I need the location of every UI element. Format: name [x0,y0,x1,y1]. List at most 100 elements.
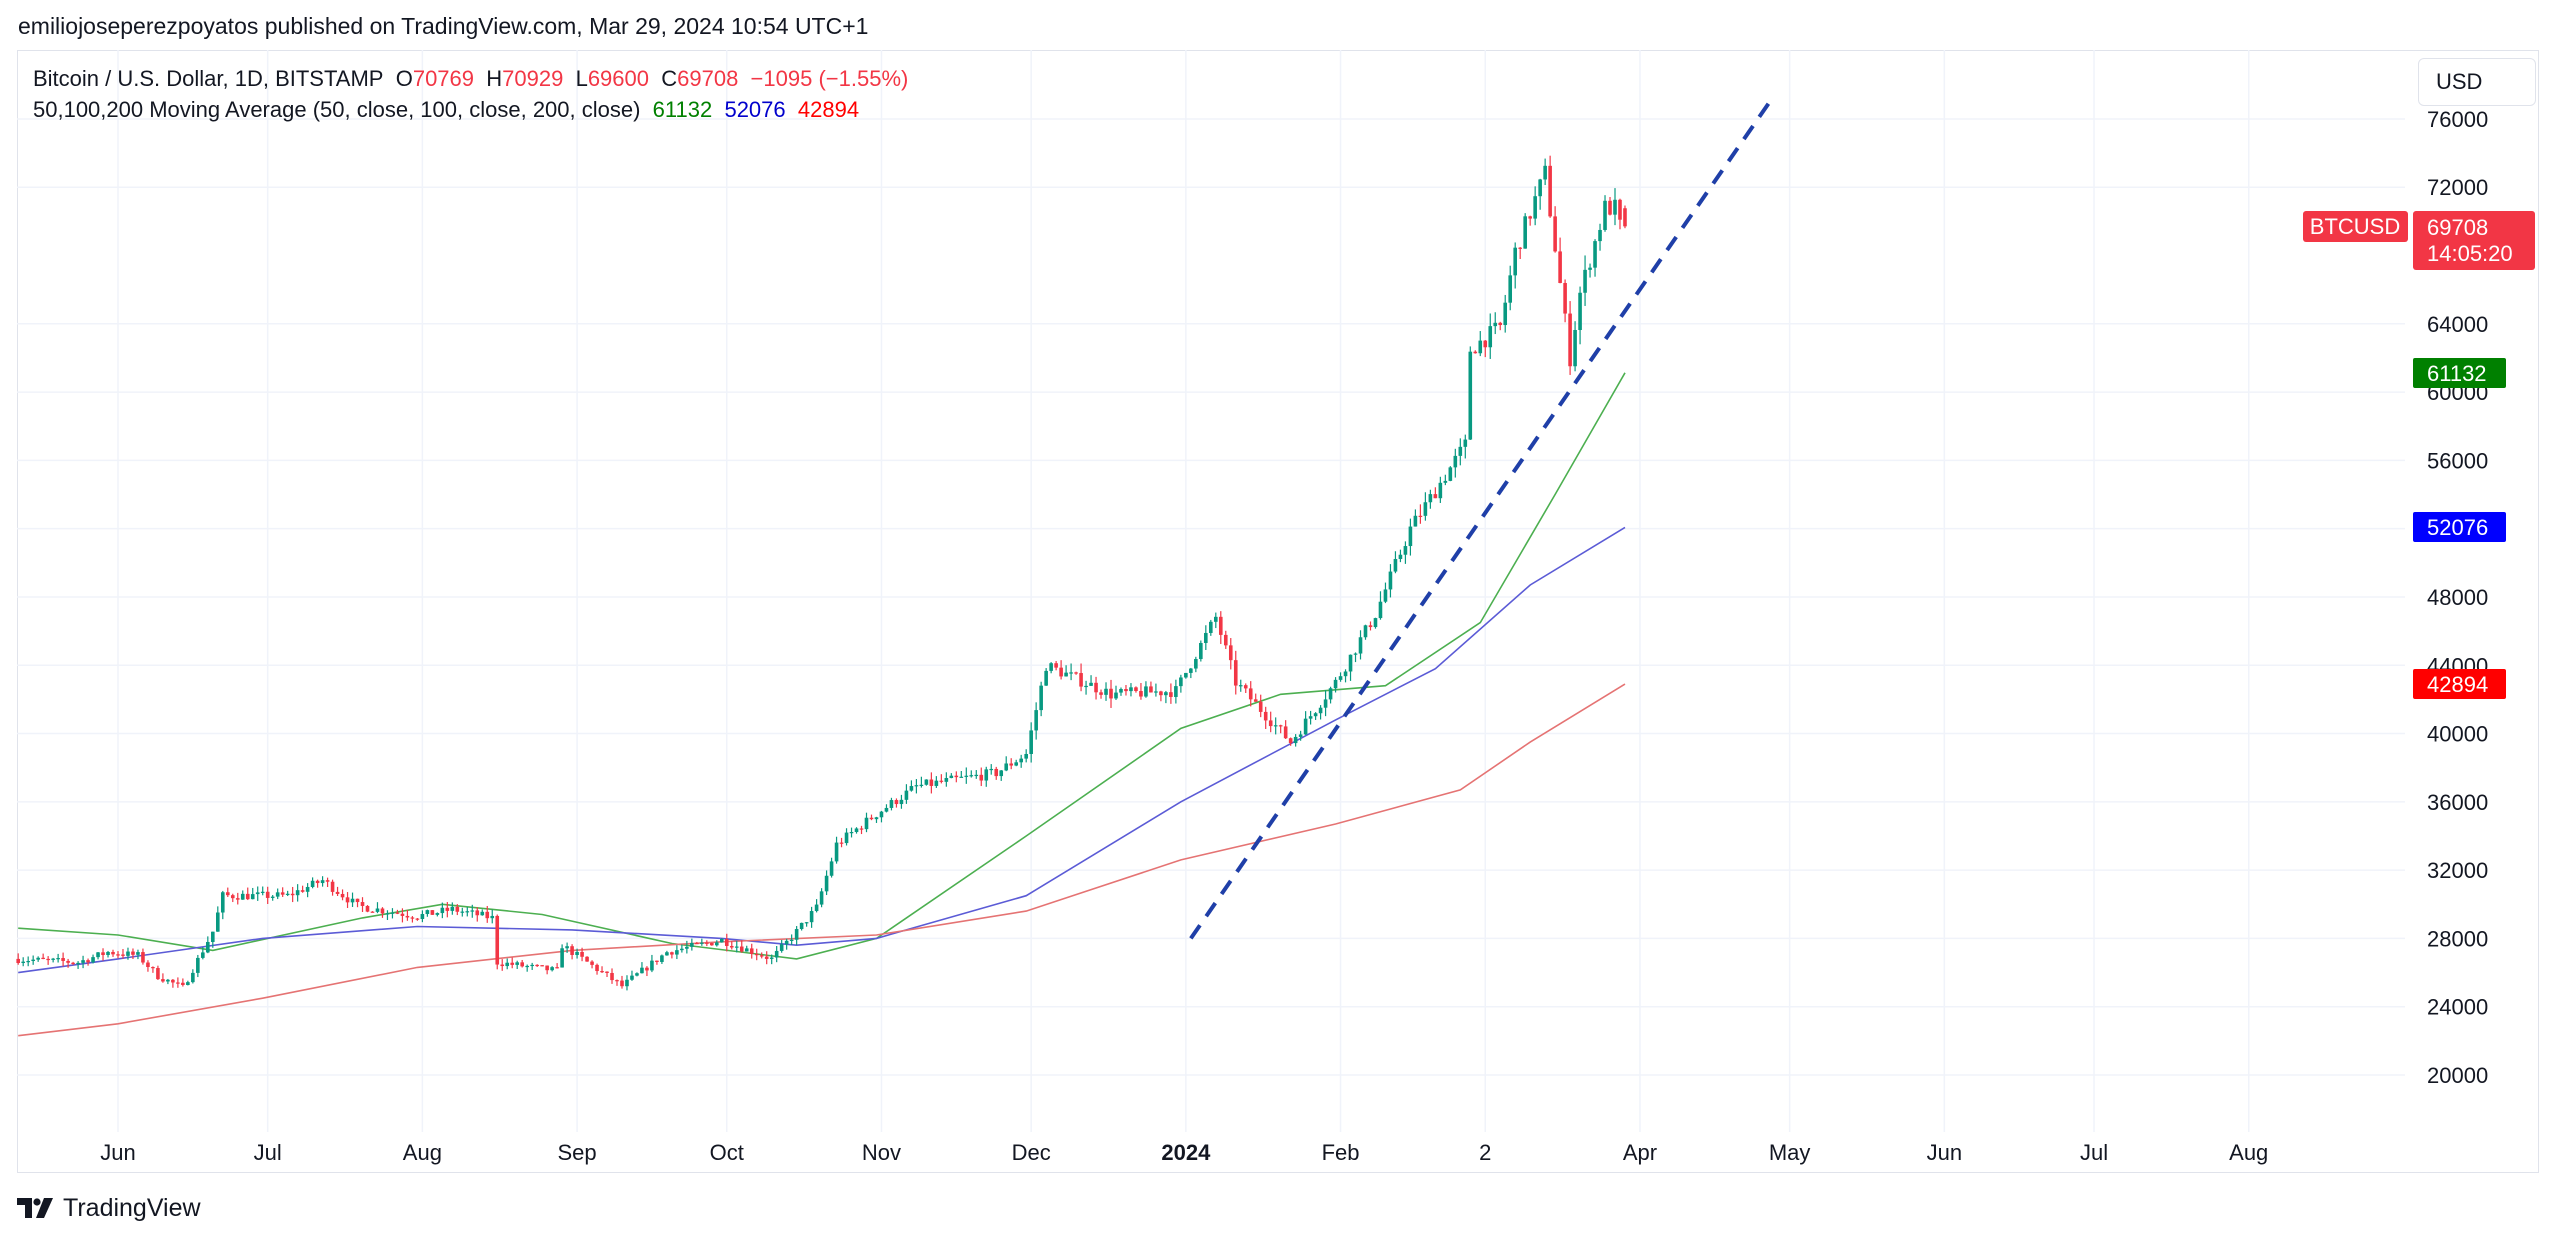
candle-body [834,842,839,862]
candle-body [1573,330,1577,367]
candle-body [829,861,834,876]
candle-body [1493,322,1498,327]
time-axis[interactable]: Jun Jul Aug Sep Oct Nov Dec 2024 Feb 2 Apr May Jun Ju… [100,1140,2268,1165]
candle-body [1358,637,1363,654]
candle-body [1488,326,1493,348]
candle-body [1468,351,1473,440]
candle-body [375,908,380,912]
candle-body [1218,616,1223,635]
candle-body [171,979,175,983]
candle-body [1019,758,1023,763]
candle-body [151,967,155,969]
candle-body [186,982,190,985]
high-key: H [486,66,503,91]
candle-body [715,942,719,946]
candle-body [1139,691,1143,697]
candle-body [295,890,300,896]
candle-body [1159,691,1163,696]
candle-body [121,954,125,956]
candle-body [355,898,360,903]
candle-body [1588,267,1592,270]
candle-body [734,946,739,948]
candle-body [16,958,20,964]
candle-body [385,913,390,915]
candle-body [1149,686,1153,693]
price-tick-label: 36000 [2427,790,2488,815]
candle-body [1563,282,1567,314]
candle-body [505,962,510,967]
price-tick-label: 64000 [2427,312,2488,337]
candle-body [1258,701,1263,712]
candle-body [400,913,405,916]
candle-body [804,922,809,924]
candle-body [465,911,470,913]
tradingview-branding[interactable]: TradingView [17,1193,201,1223]
candle-body [1174,686,1178,697]
moving-average-legend[interactable]: 50,100,200 Moving Average (50, close, 10… [33,97,859,123]
candle-body [1568,313,1572,367]
candle-body [1623,208,1627,227]
candle-body [76,962,80,965]
candle-body [685,946,689,949]
ma100-tag-bg [2413,512,2506,542]
tradingview-logo-icon [17,1198,53,1218]
candle-body [1473,351,1478,354]
candle-body [91,957,95,963]
candle-body [111,951,115,955]
candle-body [240,893,245,900]
candle-body [590,961,594,965]
ma100-value: 52076 [724,97,786,122]
candle-body [1089,682,1093,686]
candle-body [1578,292,1582,331]
candle-body [1059,667,1063,677]
candle-body [994,768,999,777]
candle-body [784,940,789,945]
candle-body [510,962,515,965]
candle-body [1558,251,1562,283]
moving-average-50-line [18,372,1626,960]
candle-body [894,800,899,805]
candle-body [1228,645,1233,661]
candle-body [290,893,295,896]
candle-body [1338,676,1343,680]
candle-body [719,939,724,943]
candle-body [46,958,50,961]
candle-body [1119,689,1123,693]
symbol-legend[interactable]: Bitcoin / U.S. Dollar, 1D, BITSTAMP O707… [33,66,908,92]
candle-body [635,973,639,976]
candle-body [859,828,864,830]
candle-body [1243,685,1248,689]
candle-body [570,946,574,955]
time-tick-label: Jul [254,1140,282,1165]
candle-body [884,807,889,812]
trendline-layer[interactable] [1189,100,1772,940]
candle-body [285,893,290,895]
candle-body [1278,725,1283,727]
candle-body [1248,688,1253,700]
candle-body [345,897,350,903]
candle-body [710,943,714,946]
candle-body [794,929,799,940]
candle-body [1423,502,1428,516]
candle-body [1308,716,1313,719]
candle-body [1044,670,1048,686]
candle-body [1408,526,1413,547]
time-tick-label: Aug [403,1140,442,1165]
candle-body [1608,200,1612,215]
candle-body [500,964,505,967]
currency-button[interactable]: USD [2418,58,2536,106]
open-value: 70769 [412,66,475,91]
price-tick-label: 24000 [2427,995,2488,1020]
candle-body [1029,730,1033,754]
candle-body [1403,546,1408,555]
candlesticks [16,155,1627,991]
moving-average-100-line [18,526,1626,974]
candle-body [211,931,215,942]
candle-body [1169,692,1173,697]
dashed-trendline [1189,100,1772,940]
candle-body [315,880,320,884]
time-tick-label: Apr [1623,1140,1657,1165]
candle-body [245,893,250,900]
candle-body [939,780,944,782]
